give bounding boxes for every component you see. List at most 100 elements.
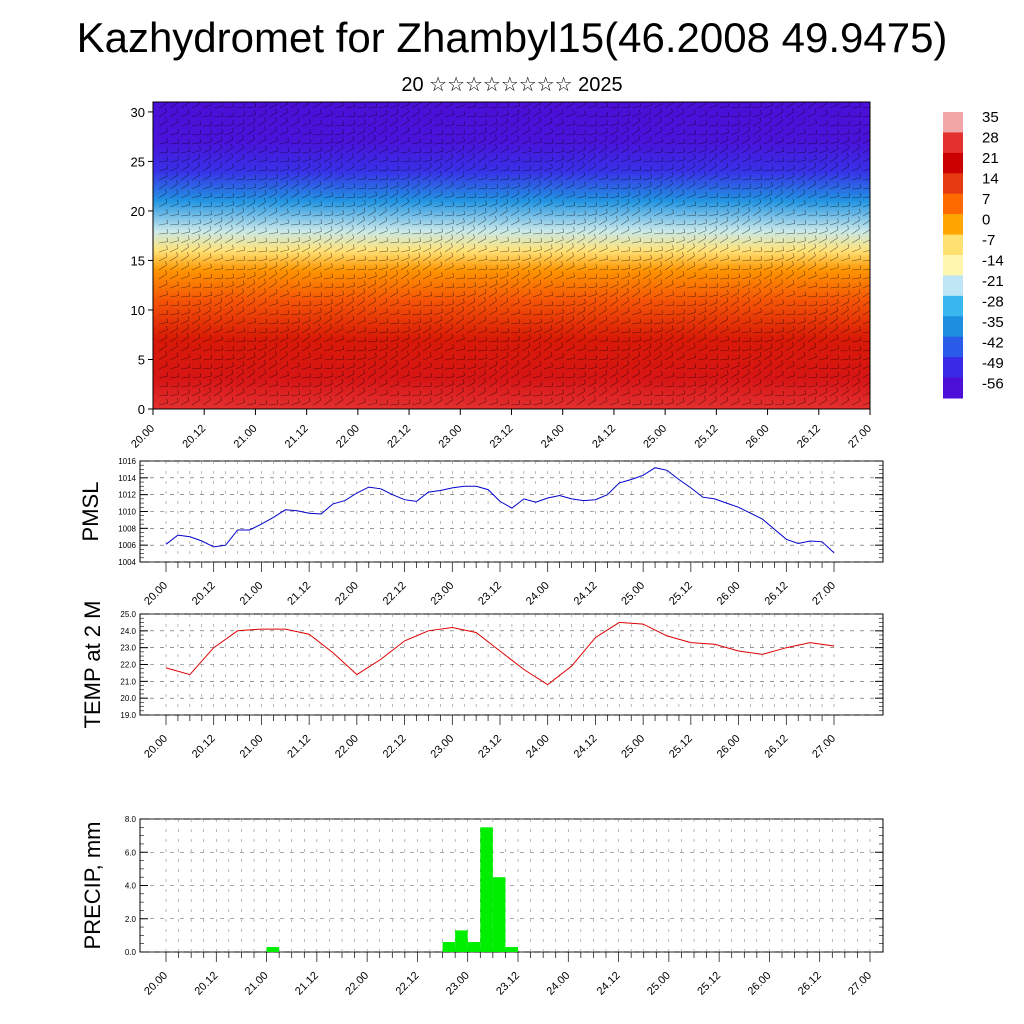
xtick-label: 24.00 (544, 970, 572, 998)
xtick-label: 21.12 (293, 970, 321, 998)
heat-xtick-label: 21.00 (232, 423, 260, 451)
xtick-label: 20.12 (190, 580, 218, 608)
colorbar-swatch (943, 316, 963, 338)
xtick-label: 23.00 (428, 580, 456, 608)
y-axis-label: TEMP at 2 M (80, 601, 105, 729)
heat-xtick-label: 26.00 (744, 423, 772, 451)
precip-panel: 0.0 2.0 4.0 6.0 8.0 20.00 20.12 21.00 21.12 22.00… (80, 815, 884, 998)
xtick-label: 22.12 (394, 970, 422, 998)
xtick-label: 25.12 (667, 733, 695, 761)
heat-xtick-label: 20.00 (129, 423, 157, 451)
colorbar-label: -28 (982, 294, 1004, 311)
colorbar-swatch (943, 255, 963, 276)
xtick-label: 20.00 (142, 733, 170, 761)
ytick-label: 0.0 (125, 948, 137, 957)
colorbar-swatch (943, 132, 963, 154)
series-line (165, 621, 835, 686)
chart-subtitle: 20 ☆☆☆☆☆☆☆☆ 2025 (401, 74, 623, 96)
y-axis-label: PRECIP, mm (80, 822, 105, 950)
ytick-label: 25.0 (120, 610, 136, 619)
temp-2m-panel: 19.0 20.0 21.0 22.0 23.0 24.0 25.0 20.00 20.12 21… (80, 601, 884, 761)
precip-bar (442, 942, 456, 952)
xtick-label: 20.00 (142, 970, 170, 998)
xtick-label: 20.12 (190, 733, 218, 761)
heat-xtick-label: 25.12 (693, 423, 721, 451)
colorbar-label: 14 (982, 171, 999, 188)
heat-xtick-label: 22.00 (334, 423, 362, 451)
ytick-label: 1004 (118, 558, 136, 567)
colorbar-swatch (943, 275, 963, 297)
xtick-label: 26.12 (762, 580, 790, 608)
xtick-label: 23.12 (476, 580, 504, 608)
heat-xtick-label: 23.00 (436, 423, 464, 451)
colorbar-label: -14 (982, 253, 1004, 270)
colorbar: 35 28 21 14 7 0 -7 -14 -21 -28 -35 -42 -49 -56 (943, 109, 1004, 399)
colorbar-label: 21 (982, 150, 999, 167)
xtick-label: 27.00 (810, 733, 838, 761)
xtick-label: 22.00 (333, 580, 361, 608)
colorbar-swatch (943, 214, 963, 236)
heat-ytick-label: 15 (131, 253, 145, 268)
colorbar-swatch (943, 112, 963, 133)
ytick-label: 1010 (118, 508, 136, 517)
precip-bar (266, 947, 280, 952)
colorbar-label: 35 (982, 109, 999, 126)
heat-ytick-label: 30 (131, 105, 145, 120)
temperature-cross-section: 0 5 10 15 20 25 30 20.00 20.12 21.00 21.12 22.00 22.… (129, 101, 874, 451)
ytick-label: 8.0 (125, 815, 137, 824)
ytick-label: 1006 (118, 541, 136, 550)
colorbar-label: -42 (982, 335, 1004, 352)
heat-ytick-label: 0 (138, 402, 145, 417)
xtick-label: 26.00 (715, 580, 743, 608)
xtick-label: 21.12 (285, 733, 313, 761)
colorbar-label: -35 (982, 314, 1004, 331)
heat-xtick-label: 24.12 (590, 423, 618, 451)
xtick-label: 26.00 (746, 970, 774, 998)
colorbar-swatch (943, 377, 963, 399)
colorbar-swatch (943, 152, 963, 174)
xtick-label: 26.12 (762, 733, 790, 761)
heat-ytick-label: 25 (131, 154, 145, 169)
precip-bar (505, 947, 518, 952)
colorbar-label: -49 (982, 355, 1004, 372)
ytick-label: 1014 (118, 474, 136, 483)
colorbar-swatch (943, 173, 963, 195)
xtick-label: 20.12 (192, 970, 220, 998)
heat-xtick-label: 20.12 (180, 423, 208, 451)
xtick-label: 24.12 (572, 733, 600, 761)
xtick-label: 22.00 (333, 733, 361, 761)
xtick-label: 24.12 (572, 580, 600, 608)
xtick-label: 24.00 (524, 580, 552, 608)
xtick-label: 21.00 (243, 970, 271, 998)
xtick-label: 22.00 (343, 970, 371, 998)
ytick-label: 24.0 (120, 627, 136, 636)
colorbar-swatch (943, 234, 963, 256)
series-line (165, 467, 835, 554)
colorbar-label: 7 (982, 191, 990, 208)
ytick-label: 21.0 (120, 677, 136, 686)
ytick-label: 6.0 (125, 848, 137, 857)
xtick-label: 25.00 (645, 970, 673, 998)
precip-bar (455, 930, 468, 952)
colorbar-swatch (943, 193, 963, 215)
xtick-label: 26.12 (796, 970, 824, 998)
heat-xtick-label: 26.12 (795, 423, 823, 451)
heatmap-field (153, 102, 870, 409)
colorbar-label: -7 (982, 232, 995, 249)
heat-ytick-label: 20 (131, 204, 145, 219)
xtick-label: 26.00 (715, 733, 743, 761)
xtick-label: 25.12 (667, 580, 695, 608)
xtick-label: 27.00 (810, 580, 838, 608)
xtick-label: 25.00 (619, 580, 647, 608)
precip-bar (467, 942, 481, 952)
colorbar-label: 0 (982, 212, 990, 229)
xtick-label: 21.12 (285, 580, 313, 608)
wind-barbs (158, 102, 870, 406)
heat-ytick-label: 10 (131, 303, 145, 318)
precip-bar (492, 877, 506, 952)
ytick-label: 1016 (118, 457, 136, 466)
heat-xtick-label: 21.12 (283, 423, 311, 451)
xtick-label: 23.00 (444, 970, 472, 998)
xtick-label: 25.12 (695, 970, 723, 998)
colorbar-swatch (943, 357, 963, 379)
